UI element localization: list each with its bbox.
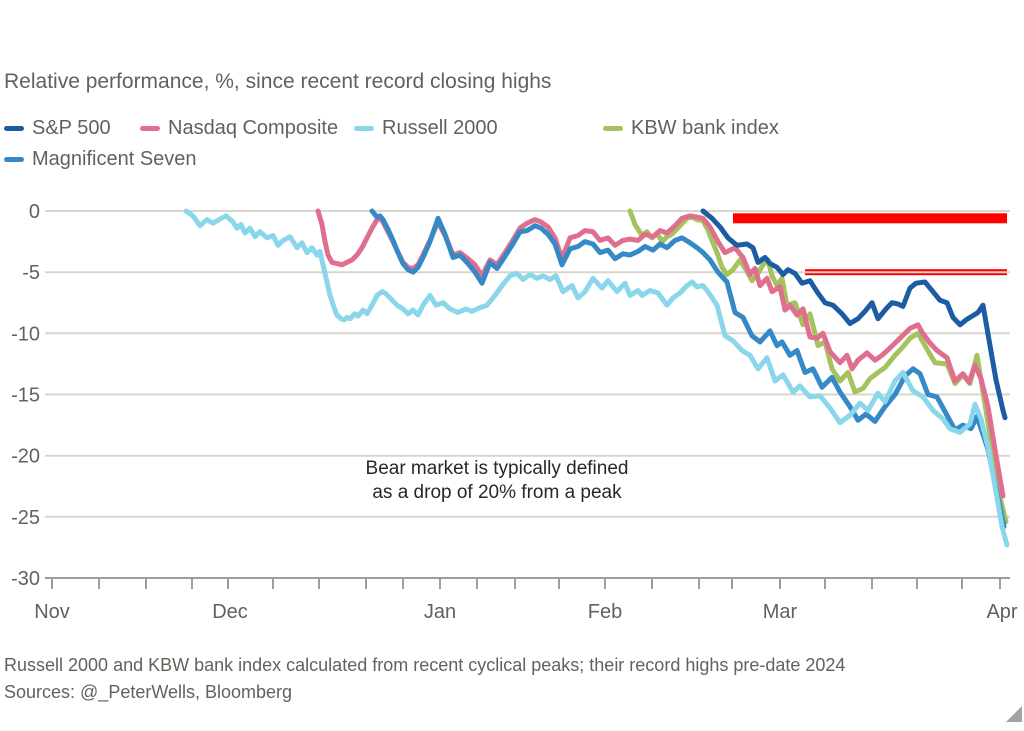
footnote: Russell 2000 and KBW bank index calculat… <box>4 655 846 675</box>
series-line-sp500 <box>700 208 1008 421</box>
resize-corner-icon <box>1006 706 1022 722</box>
x-month-label: Mar <box>763 601 798 623</box>
nasdaq-swatch-icon <box>140 125 160 131</box>
x-month-label: Apr <box>986 601 1017 623</box>
series-line-kbw <box>627 208 1009 525</box>
series-line-nasdaq <box>315 208 1006 499</box>
y-tick-label: -15 <box>11 385 40 407</box>
y-tick-label: -10 <box>11 323 40 345</box>
y-tick-label: -20 <box>11 446 40 468</box>
legend-item-mag7: Magnificent Seven <box>4 147 197 171</box>
y-tick-label: -30 <box>11 568 40 590</box>
x-month-label: Feb <box>588 601 622 623</box>
russell-swatch-icon <box>354 125 374 131</box>
y-tick-label: -25 <box>11 507 40 529</box>
legend-label-nasdaq: Nasdaq Composite <box>168 116 339 139</box>
x-month-label: Nov <box>34 601 70 623</box>
red-highlight-bar <box>733 213 1007 224</box>
series-line-mag7 <box>369 208 1007 530</box>
legend-item-nasdaq: Nasdaq Composite <box>140 116 338 140</box>
legend-label-kbw: KBW bank index <box>631 116 779 139</box>
annotation-line-2: as a drop of 20% from a peak <box>372 482 622 503</box>
sp500-swatch-icon <box>4 125 24 131</box>
legend-label-sp500: S&P 500 <box>32 116 111 139</box>
x-month-label: Dec <box>212 601 248 623</box>
mag7-swatch-icon <box>4 156 24 162</box>
annotation-line-1: Bear market is typically defined <box>365 458 629 479</box>
sources: Sources: @_PeterWells, Bloomberg <box>4 682 293 702</box>
legend-item-kbw: KBW bank index <box>603 116 779 140</box>
legend-label-russell: Russell 2000 <box>382 116 498 139</box>
series-line-russell <box>183 208 1010 548</box>
bear-market-annotation: Bear market is typically defined as a dr… <box>297 457 697 505</box>
legend-label-mag7: Magnificent Seven <box>32 147 197 170</box>
page-title: Relative performance, %, since recent re… <box>4 70 552 93</box>
y-tick-label: -5 <box>22 262 40 284</box>
x-month-label: Jan <box>424 601 456 623</box>
legend-item-sp500: S&P 500 <box>4 116 111 140</box>
legend-item-russell: Russell 2000 <box>354 116 498 140</box>
kbw-swatch-icon <box>603 125 623 131</box>
y-tick-label: 0 <box>29 201 40 223</box>
